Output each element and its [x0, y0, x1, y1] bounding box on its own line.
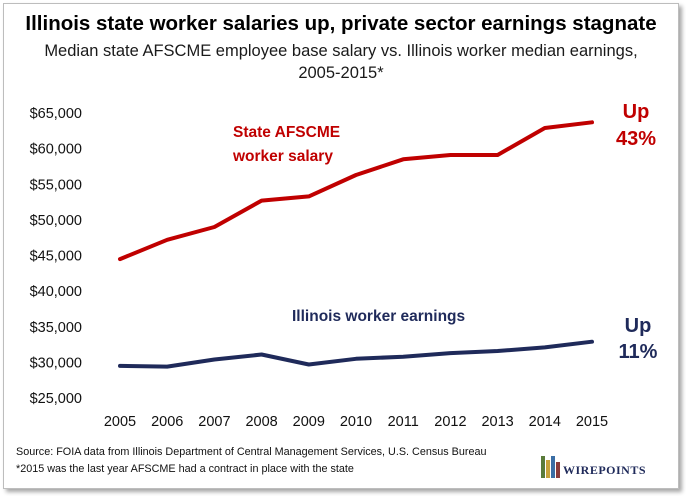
y-tick-label: $45,000 — [30, 249, 82, 265]
plot-area — [118, 120, 594, 369]
chart-subtitle-line1: Median state AFSCME employee base salary… — [44, 42, 637, 60]
x-tick-label: 2005 — [104, 414, 136, 430]
y-tick-label: $35,000 — [30, 320, 82, 336]
afscme-change-label-line1: Up — [623, 101, 650, 123]
x-tick-label: 2006 — [151, 414, 183, 430]
afscme-series-label-line2: worker salary — [232, 148, 333, 165]
x-tick-label: 2013 — [481, 414, 513, 430]
y-tick-label: $40,000 — [30, 284, 82, 300]
x-tick-label: 2014 — [529, 414, 561, 430]
x-tick-label: 2008 — [245, 414, 277, 430]
chart-subtitle-line2: 2005-2015* — [298, 64, 384, 82]
wirepoints-logo-text: WIREPOINTS — [563, 463, 646, 477]
x-axis: 2005 2006 2007 2008 2009 2010 2011 2012 2013 2014… — [104, 414, 608, 430]
source-note: Source: FOIA data from Illinois Departme… — [16, 446, 486, 458]
illinois-change-label-line2: 11% — [619, 341, 658, 363]
afscme-change-label-line2: 43% — [616, 128, 656, 150]
x-tick-label: 2011 — [388, 414, 419, 430]
wirepoints-logo: WIREPOINTS — [541, 456, 646, 478]
footnote: *2015 was the last year AFSCME had a con… — [16, 463, 354, 475]
x-tick-label: 2015 — [576, 414, 608, 430]
y-tick-label: $25,000 — [30, 391, 82, 407]
x-tick-label: 2012 — [434, 414, 466, 430]
y-tick-label: $50,000 — [30, 213, 82, 229]
illinois-change-label-line1: Up — [625, 315, 652, 337]
afscme-salary-line — [118, 120, 594, 262]
x-tick-label: 2009 — [293, 414, 325, 430]
y-tick-label: $30,000 — [30, 355, 82, 371]
illinois-earnings-line — [118, 339, 594, 369]
y-tick-label: $55,000 — [30, 177, 82, 193]
x-tick-label: 2010 — [340, 414, 372, 430]
y-axis: $25,000 $30,000 $35,000 $40,000 $45,000 $50,0… — [30, 106, 82, 407]
x-tick-label: 2007 — [198, 414, 230, 430]
y-tick-label: $60,000 — [30, 142, 82, 158]
illinois-series-label: Illinois worker earnings — [292, 308, 465, 325]
y-tick-label: $65,000 — [30, 106, 82, 122]
afscme-series-label-line1: State AFSCME — [233, 124, 340, 141]
chart-title: Illinois state worker salaries up, priva… — [25, 12, 656, 35]
wirepoints-logo-mark-icon — [541, 456, 560, 478]
chart-frame — [3, 3, 679, 489]
